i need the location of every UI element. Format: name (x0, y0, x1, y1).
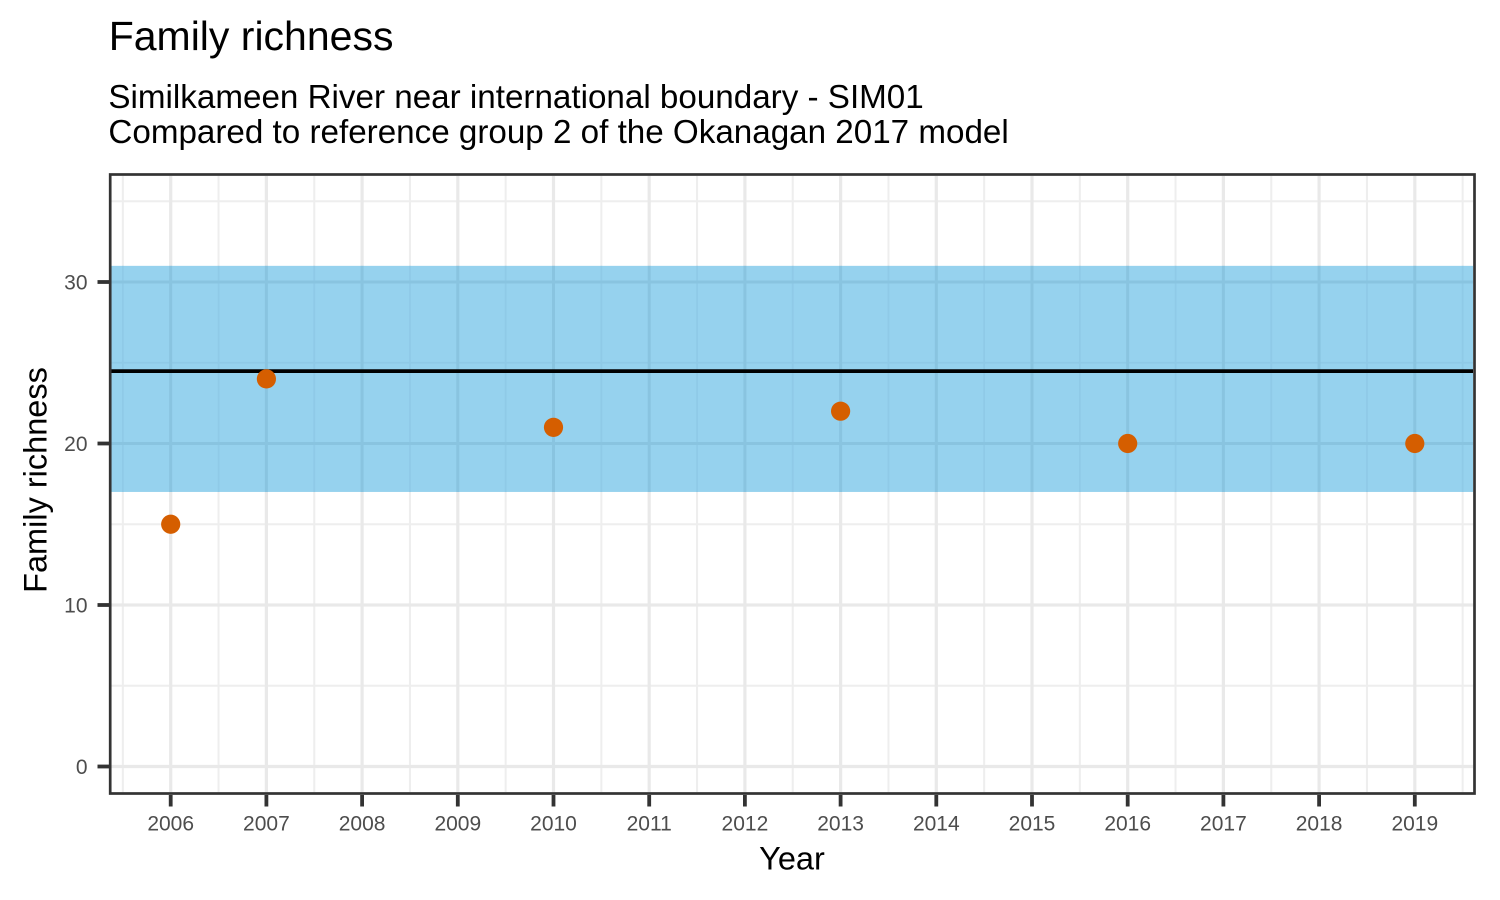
svg-text:Family richness: Family richness (109, 13, 394, 59)
svg-text:Similkameen River near interna: Similkameen River near international bou… (108, 79, 923, 116)
svg-text:Compared to reference group 2: Compared to reference group 2 of the Oka… (108, 114, 1008, 151)
svg-text:2014: 2014 (913, 813, 960, 836)
svg-text:2018: 2018 (1296, 813, 1343, 836)
svg-text:Family richness: Family richness (18, 367, 54, 593)
svg-text:2010: 2010 (530, 813, 577, 836)
svg-text:2006: 2006 (147, 813, 194, 836)
svg-text:20: 20 (64, 433, 87, 456)
svg-text:0: 0 (76, 756, 88, 779)
svg-text:2015: 2015 (1009, 813, 1056, 836)
svg-text:2008: 2008 (339, 813, 386, 836)
svg-text:30: 30 (64, 272, 87, 295)
svg-text:2011: 2011 (627, 813, 672, 836)
svg-text:2016: 2016 (1104, 813, 1151, 836)
svg-text:2017: 2017 (1200, 813, 1247, 836)
svg-text:2009: 2009 (434, 813, 481, 836)
svg-text:2012: 2012 (722, 813, 769, 836)
svg-text:2013: 2013 (817, 813, 864, 836)
svg-text:Year: Year (759, 840, 825, 876)
svg-text:2019: 2019 (1391, 813, 1438, 836)
svg-text:2007: 2007 (243, 813, 290, 836)
svg-text:10: 10 (64, 595, 87, 618)
